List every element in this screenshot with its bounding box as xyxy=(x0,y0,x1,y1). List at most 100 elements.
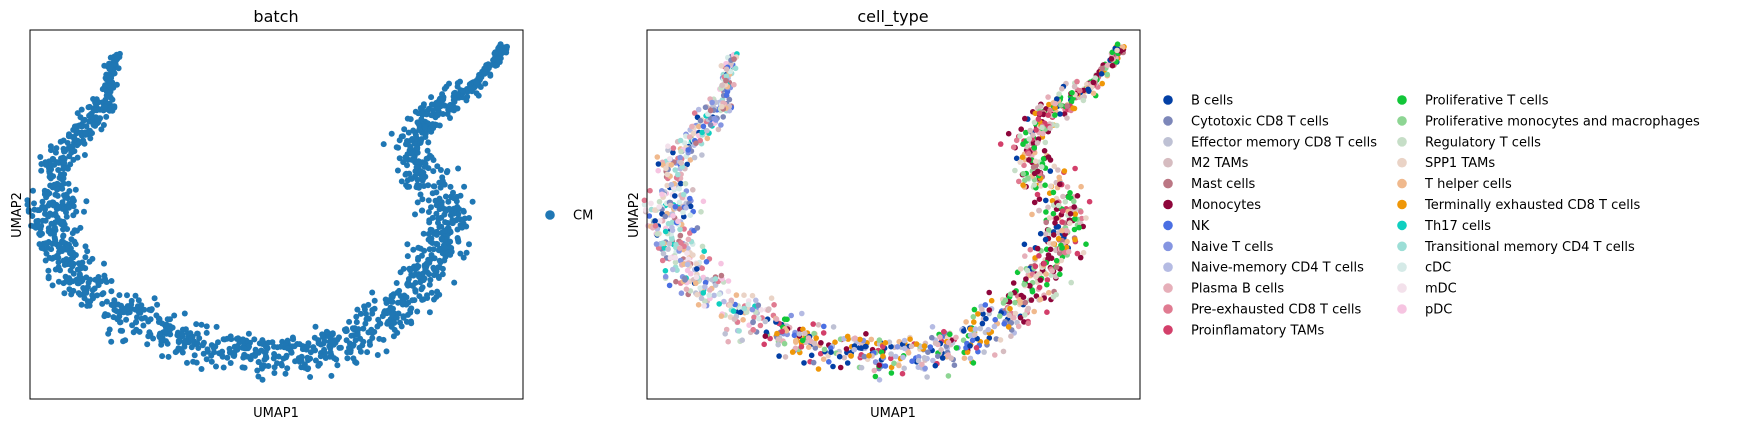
data-point xyxy=(425,139,432,146)
data-point xyxy=(241,364,248,371)
data-point xyxy=(277,343,284,350)
data-point xyxy=(967,332,974,339)
data-point xyxy=(1064,115,1070,121)
data-point xyxy=(1017,300,1024,306)
data-point xyxy=(1077,254,1084,261)
data-point xyxy=(182,337,189,344)
data-point xyxy=(983,315,989,322)
data-point xyxy=(1025,150,1032,157)
data-point xyxy=(390,291,397,298)
data-point xyxy=(888,355,894,362)
data-point xyxy=(1032,110,1039,117)
data-point xyxy=(1021,162,1027,169)
data-point xyxy=(901,365,907,372)
data-point xyxy=(1023,276,1029,282)
data-point xyxy=(164,340,171,347)
data-point xyxy=(707,107,714,114)
data-point xyxy=(50,254,57,261)
data-point xyxy=(741,292,747,299)
data-point xyxy=(654,154,661,160)
data-point xyxy=(301,361,308,368)
legend-marker xyxy=(1397,283,1407,293)
data-point xyxy=(82,265,89,272)
data-point xyxy=(37,231,44,237)
data-point xyxy=(473,90,480,97)
data-point xyxy=(428,252,435,258)
data-point xyxy=(1040,130,1046,137)
data-point xyxy=(1010,280,1017,286)
data-point xyxy=(393,280,400,286)
data-point xyxy=(1059,227,1065,234)
legend-marker xyxy=(1163,283,1173,293)
legend-label: Effector memory CD8 T cells xyxy=(1191,135,1377,150)
data-point xyxy=(901,345,908,352)
data-point xyxy=(403,141,409,148)
data-point xyxy=(83,123,90,130)
data-point xyxy=(1059,219,1065,225)
data-point xyxy=(1005,324,1012,330)
data-point xyxy=(697,137,703,144)
data-point xyxy=(29,213,36,219)
data-point xyxy=(670,266,676,273)
data-point xyxy=(103,113,110,120)
legend-entry: Proliferative T cells xyxy=(1397,94,1549,109)
data-point xyxy=(678,180,684,187)
data-point xyxy=(99,291,106,298)
data-point xyxy=(1024,143,1030,150)
data-point xyxy=(65,276,71,283)
data-point xyxy=(413,164,420,171)
data-point xyxy=(672,254,679,261)
data-point xyxy=(876,377,883,383)
data-point xyxy=(410,246,417,253)
data-point xyxy=(992,316,998,323)
data-point xyxy=(240,336,246,343)
data-point xyxy=(208,358,215,365)
data-point xyxy=(948,355,954,361)
data-point xyxy=(863,331,869,337)
data-point xyxy=(388,323,395,330)
legend-label: T helper cells xyxy=(1424,177,1512,192)
legend-entry: pDC xyxy=(1397,303,1452,318)
data-point xyxy=(964,349,971,356)
legend-entry: Naive-memory CD4 T cells xyxy=(1163,261,1364,276)
data-point xyxy=(1058,257,1065,264)
data-point xyxy=(718,313,725,319)
data-point xyxy=(1055,202,1062,209)
data-point xyxy=(407,175,414,182)
data-point xyxy=(1035,116,1042,122)
data-point xyxy=(109,96,116,103)
data-point xyxy=(836,353,843,360)
data-point xyxy=(1114,47,1120,54)
data-point xyxy=(174,332,181,339)
data-point xyxy=(971,332,978,338)
data-point xyxy=(1036,284,1043,291)
data-point xyxy=(49,282,56,289)
data-point xyxy=(51,161,58,168)
data-point xyxy=(690,187,696,193)
data-point xyxy=(444,168,451,174)
data-point xyxy=(453,105,460,112)
data-point xyxy=(709,99,715,106)
data-point xyxy=(418,116,425,123)
data-point xyxy=(271,343,277,350)
data-point xyxy=(1018,126,1024,132)
data-point xyxy=(670,213,676,219)
data-point xyxy=(1035,168,1041,175)
data-point xyxy=(784,316,790,323)
data-point xyxy=(925,349,931,356)
data-point xyxy=(1074,78,1080,85)
data-point xyxy=(430,168,437,175)
data-point xyxy=(969,337,976,344)
data-point xyxy=(454,215,461,222)
data-point xyxy=(194,340,201,347)
data-point xyxy=(204,346,211,353)
data-point xyxy=(719,82,725,89)
data-point xyxy=(65,180,72,187)
legend-entry: Effector memory CD8 T cells xyxy=(1163,135,1377,150)
data-point xyxy=(1043,209,1049,215)
data-point xyxy=(723,73,730,79)
data-point xyxy=(677,154,683,161)
data-point xyxy=(404,115,411,122)
data-point xyxy=(410,127,417,134)
data-point xyxy=(972,326,979,332)
